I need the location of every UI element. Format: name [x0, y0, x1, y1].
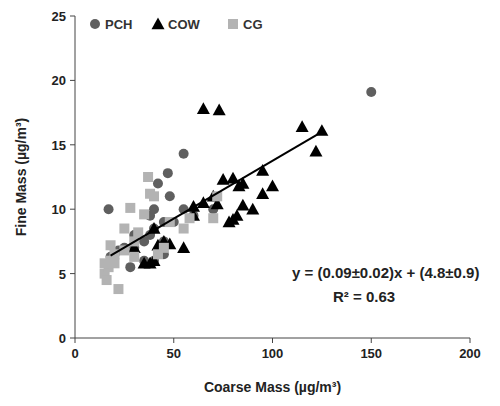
- y-tick-label: 20: [52, 73, 66, 88]
- legend-label: CG: [243, 17, 263, 32]
- point: [110, 258, 120, 268]
- point: [125, 262, 135, 272]
- x-tick: [173, 338, 174, 343]
- point: [113, 284, 123, 294]
- point: [217, 173, 230, 185]
- x-tick: [272, 338, 273, 343]
- legend-marker: [152, 18, 165, 30]
- plot-marks: [100, 87, 377, 294]
- y-tick-label: 25: [52, 9, 66, 24]
- point: [153, 249, 163, 259]
- x-axis-title: Coarse Mass (µg/m³): [204, 379, 341, 395]
- y-tick: [70, 338, 75, 339]
- series-cow: [128, 102, 329, 268]
- fit-line: [111, 132, 322, 256]
- legend-label: COW: [168, 17, 201, 32]
- point: [163, 168, 173, 178]
- y-axis-title: Fine Mass (µg/m³): [13, 118, 29, 237]
- x-tick-label: 50: [167, 346, 181, 361]
- point: [106, 240, 116, 250]
- chart-container: 0 50 100 150 200 0 5 10 15 20 25 Coarse Mass (µg/m³…: [0, 0, 500, 406]
- point: [236, 199, 249, 211]
- y-tick-label: 5: [59, 267, 66, 282]
- x-tick-label: 100: [262, 346, 284, 361]
- y-tick-label: 10: [52, 202, 66, 217]
- y-tick: [70, 80, 75, 81]
- point: [223, 216, 236, 228]
- point: [208, 213, 218, 223]
- x-tick-label: 0: [71, 346, 78, 361]
- point: [296, 120, 309, 132]
- point: [179, 224, 189, 234]
- legend: PCH COW CG: [90, 17, 263, 32]
- y-axis-line: [75, 16, 76, 338]
- point: [256, 187, 269, 199]
- annotation: R² = 0.63: [333, 288, 395, 305]
- point: [177, 241, 190, 253]
- x-tick: [371, 338, 372, 343]
- background: [0, 0, 500, 406]
- x-tick-label: 200: [459, 346, 481, 361]
- annotation: y = (0.09±0.02)x + (4.8±0.9): [292, 264, 479, 281]
- legend-marker: [90, 19, 100, 29]
- point: [309, 145, 322, 157]
- point: [143, 172, 153, 182]
- point: [185, 213, 195, 223]
- x-tick: [470, 338, 471, 343]
- y-tick: [70, 273, 75, 274]
- legend-label: PCH: [105, 17, 132, 32]
- y-tick-label: 15: [52, 138, 66, 153]
- point: [266, 180, 279, 192]
- point: [153, 178, 163, 188]
- legend-marker: [228, 19, 238, 29]
- x-tick-label: 150: [360, 346, 382, 361]
- point: [149, 191, 159, 201]
- point: [133, 227, 143, 237]
- x-tick: [75, 338, 76, 343]
- point: [149, 204, 159, 214]
- point: [125, 203, 135, 213]
- y-tick: [70, 209, 75, 210]
- series-pch: [104, 87, 377, 272]
- point: [104, 204, 114, 214]
- point: [179, 149, 189, 159]
- point: [165, 191, 175, 201]
- y-tick-label: 0: [59, 331, 66, 346]
- point: [230, 209, 243, 221]
- point: [139, 209, 149, 219]
- y-tick: [70, 144, 75, 145]
- point: [102, 275, 112, 285]
- point: [119, 224, 129, 234]
- chart-svg: 0 50 100 150 200 0 5 10 15 20 25 Coarse Mass (µg/m³…: [0, 0, 500, 406]
- point: [213, 104, 226, 116]
- y-tick: [70, 16, 75, 17]
- series-cg: [100, 172, 223, 294]
- point: [100, 258, 110, 268]
- point: [129, 252, 139, 262]
- point: [197, 102, 210, 114]
- point: [246, 203, 259, 215]
- point: [366, 87, 376, 97]
